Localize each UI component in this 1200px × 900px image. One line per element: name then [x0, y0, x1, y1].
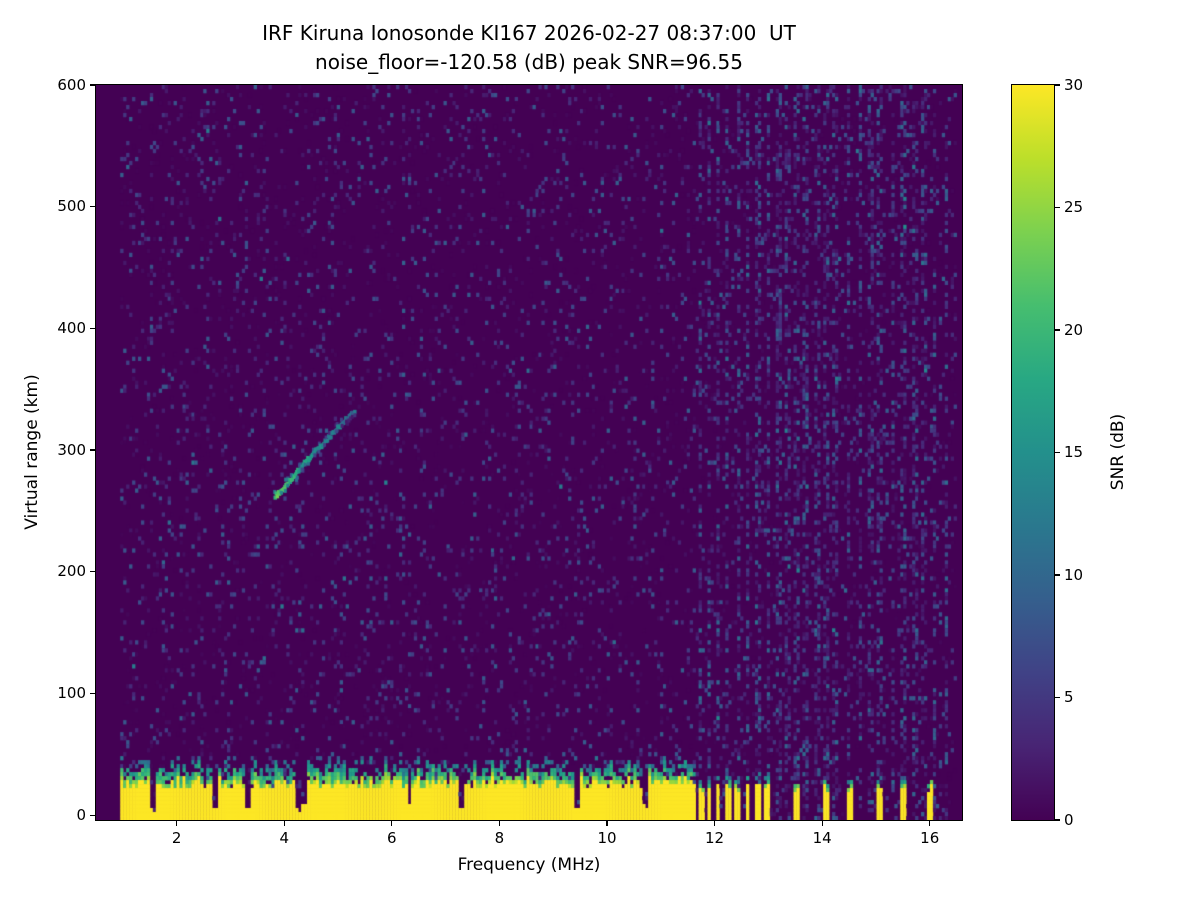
- y-axis-label: Virtual range (km): [22, 374, 42, 530]
- x-tick-label: 14: [812, 829, 832, 847]
- y-tick-mark: [90, 84, 96, 86]
- colorbar-tick-mark: [1055, 819, 1060, 821]
- chart-title: IRF Kiruna Ionosonde KI167 2026-02-27 08…: [262, 21, 796, 45]
- x-tick-label: 12: [705, 829, 725, 847]
- x-tick-mark: [176, 820, 178, 826]
- y-tick-label: 200: [57, 562, 86, 581]
- colorbar-tick-label: 25: [1064, 198, 1084, 216]
- colorbar-tick-label: 15: [1064, 443, 1084, 461]
- colorbar-tick-label: 30: [1064, 75, 1084, 94]
- x-tick-label: 6: [387, 829, 397, 847]
- plot-border: [95, 84, 963, 821]
- y-tick-label: 600: [57, 75, 86, 94]
- colorbar-tick-label: 5: [1064, 688, 1074, 706]
- colorbar: [1011, 84, 1055, 821]
- colorbar-tick-mark: [1055, 574, 1060, 576]
- x-tick-mark: [821, 820, 823, 826]
- x-tick-mark: [283, 820, 285, 826]
- ionogram-heatmap-canvas: [96, 85, 962, 820]
- y-tick-mark: [90, 692, 96, 695]
- chart-subtitle: noise_floor=-120.58 (dB) peak SNR=96.55: [315, 50, 743, 74]
- x-tick-mark: [929, 820, 931, 826]
- colorbar-label: SNR (dB): [1108, 413, 1128, 491]
- y-tick-label: 300: [57, 440, 86, 459]
- colorbar-tick-mark: [1055, 84, 1060, 86]
- y-tick-label: 500: [57, 197, 86, 216]
- x-tick-mark: [606, 820, 608, 826]
- colorbar-tick-mark: [1055, 696, 1060, 699]
- colorbar-tick-label: 0: [1064, 810, 1074, 829]
- x-tick-label: 16: [920, 829, 940, 847]
- y-tick-label: 400: [57, 318, 86, 337]
- x-tick-label: 4: [279, 829, 290, 847]
- x-tick-label: 2: [171, 829, 182, 847]
- x-tick-mark: [391, 820, 393, 826]
- y-tick-label: 100: [57, 683, 86, 702]
- colorbar-tick-mark: [1055, 451, 1060, 454]
- y-tick-mark: [90, 327, 96, 329]
- colorbar-tick-mark: [1055, 206, 1060, 209]
- y-tick-mark: [90, 449, 96, 451]
- x-tick-label: 10: [597, 829, 617, 847]
- y-tick-mark: [90, 571, 96, 573]
- x-axis-label: Frequency (MHz): [457, 855, 601, 875]
- colorbar-tick-mark: [1055, 329, 1060, 331]
- y-tick-label: 0: [76, 805, 86, 824]
- colorbar-tick-label: 10: [1064, 565, 1084, 584]
- x-tick-mark: [713, 820, 716, 826]
- y-tick-mark: [90, 206, 96, 208]
- x-tick-mark: [498, 820, 500, 826]
- y-tick-mark: [90, 814, 96, 816]
- colorbar-tick-label: 20: [1064, 320, 1084, 339]
- x-tick-label: 8: [494, 829, 505, 847]
